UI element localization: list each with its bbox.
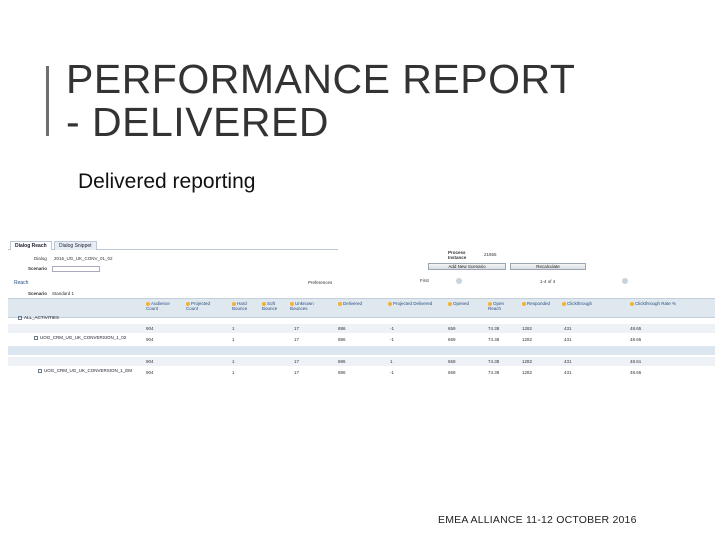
recalculate-button[interactable]: Recalculate (510, 263, 586, 270)
dialog-label: Dialog (34, 256, 47, 261)
tab-bar: Dialog Reach Dialog Snippet (8, 240, 338, 250)
slide-title: PERFORMANCE REPORT - DELIVERED (66, 58, 575, 144)
slide-title-line2: - DELIVERED (66, 99, 329, 145)
tab-dialog-snippet[interactable]: Dialog Snippet (54, 241, 97, 250)
scenario-row-value: Standard 1 (52, 291, 75, 296)
col-responded[interactable]: Responded (522, 301, 562, 306)
scenario-row-label: Scenario (28, 291, 48, 296)
col-projected-count[interactable]: Projected Count (186, 301, 211, 311)
tree-node[interactable]: UOG_CRM_UG_UK_CONVERSION_1_EM (38, 368, 132, 373)
table-row[interactable] (8, 346, 715, 355)
dialog-value: 2016_UG_UK_CONV_01_02 (54, 256, 113, 261)
process-instance-value: 21655 (484, 252, 497, 257)
col-clickthrough-rate[interactable]: Clickthrough Rate % (630, 301, 690, 306)
slide-subtitle: Delivered reporting (78, 170, 256, 193)
table-row[interactable]: 904 1 17 886 -1 659 74.38 1282 431 48.65 (146, 337, 642, 342)
next-page-icon[interactable] (622, 278, 628, 284)
col-audience-count[interactable]: Audience Count (146, 301, 170, 311)
slide-footer: EMEA ALLIANCE 11-12 OCTOBER 2016 (438, 514, 637, 526)
col-open-reach[interactable]: Open Reach (488, 301, 505, 311)
prev-page-icon[interactable] (456, 278, 462, 284)
table-row[interactable]: 904 1 17 886 -1 659 74.38 1282 431 48.65 (146, 370, 642, 375)
scenario-label: Scenario (28, 266, 48, 271)
grid-header: Audience Count Projected Count Hard Boun… (8, 298, 715, 318)
tab-dialog-reach[interactable]: Dialog Reach (10, 241, 52, 250)
title-accent-bar (46, 66, 49, 136)
col-projected-delivered[interactable]: Projected Delivered (388, 301, 448, 306)
col-clickthrough[interactable]: Clickthrough (562, 301, 622, 306)
tree-node[interactable]: ALL_ACTIVITIES (18, 315, 59, 320)
add-new-scenario-button[interactable]: Add New Scenario (428, 263, 506, 270)
tree-node[interactable]: UOG_CRM_UG_UK_CONVERSION_1_02 (34, 335, 126, 340)
pagination-first[interactable]: First (420, 278, 429, 283)
report-screenshot: Dialog Reach Dialog Snippet Dialog 2016_… (8, 240, 715, 392)
table-row[interactable]: 904 1 17 886 -1 659 74.38 1282 431 48.65 (8, 324, 715, 333)
col-opened[interactable]: Opened (448, 301, 488, 306)
col-unknown-bounces[interactable]: Unknown Bounces (290, 301, 314, 311)
col-delivered[interactable]: Delivered (338, 301, 378, 306)
preferences-link[interactable]: Preferences (308, 280, 333, 285)
reach-label: Reach (14, 280, 29, 286)
col-soft-bounce[interactable]: Soft Bounce (262, 301, 278, 311)
table-row[interactable]: 904 1 17 886 1 659 74.38 1282 431 48.61 (8, 357, 715, 366)
pagination-range: 1-4 of 4 (540, 279, 556, 284)
slide-title-line1: PERFORMANCE REPORT (66, 56, 576, 102)
scenario-input[interactable] (52, 266, 100, 272)
process-instance-label: Process Instance (448, 250, 467, 260)
col-hard-bounce[interactable]: Hard Bounce (232, 301, 248, 311)
